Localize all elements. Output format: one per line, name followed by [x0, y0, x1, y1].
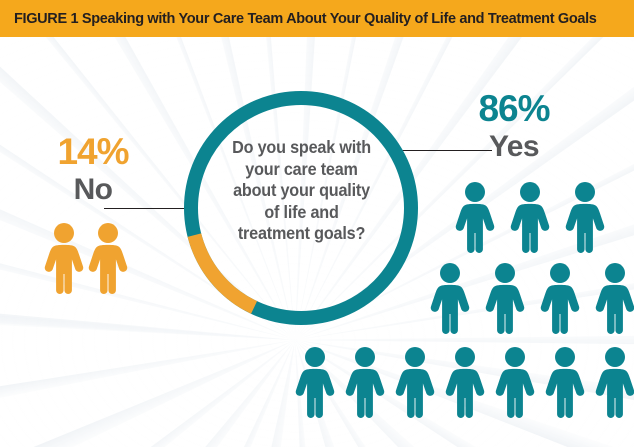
- person-icon-yes-10: [395, 347, 435, 418]
- person-icon-yes-8: [295, 347, 335, 418]
- chart-stage: Do you speak with your care team about y…: [0, 37, 634, 447]
- person-icon-yes-12: [495, 347, 535, 418]
- header-bar: FIGURE 1 Speaking with Your Care Team Ab…: [0, 0, 634, 37]
- question-line-1: Do you speak with: [232, 137, 371, 157]
- person-icon-yes-11: [445, 347, 485, 418]
- donut-slice-yes: [184, 91, 418, 325]
- person-icon-yes-6: [540, 263, 580, 334]
- stat-percent-no: 14%: [57, 131, 129, 172]
- person-icon-yes-1: [455, 182, 495, 253]
- person-icon-yes-3: [565, 182, 605, 253]
- person-icon-yes-13: [545, 347, 585, 418]
- person-icon-yes-4: [430, 263, 470, 334]
- stat-percent-yes: 86%: [478, 88, 550, 129]
- person-icon-yes-7: [595, 263, 634, 334]
- stat-word-yes: Yes: [489, 130, 540, 163]
- person-icon-yes-9: [345, 347, 385, 418]
- person-icon-yes-2: [510, 182, 550, 253]
- person-icon-no-1: [44, 223, 84, 294]
- question-line-5: treatment goals?: [237, 223, 366, 244]
- person-icon-yes-5: [485, 263, 525, 334]
- donut-chart: [183, 90, 419, 326]
- stat-label-no: 14% No: [22, 133, 164, 205]
- person-icon-yes-14: [595, 347, 634, 418]
- question-line-2: your care team: [245, 158, 358, 179]
- stat-word-no: No: [73, 173, 113, 206]
- stat-label-yes: 86% Yes: [434, 90, 594, 162]
- person-icon-no-2: [88, 223, 128, 294]
- leader-line-yes: [400, 150, 492, 151]
- question-line-3: about your quality: [233, 180, 370, 201]
- page-title: FIGURE 1 Speaking with Your Care Team Ab…: [14, 10, 597, 27]
- donut-question-text: Do you speak with your care team about y…: [205, 137, 398, 245]
- question-line-4: of life and: [264, 201, 339, 222]
- leader-line-no: [104, 208, 186, 209]
